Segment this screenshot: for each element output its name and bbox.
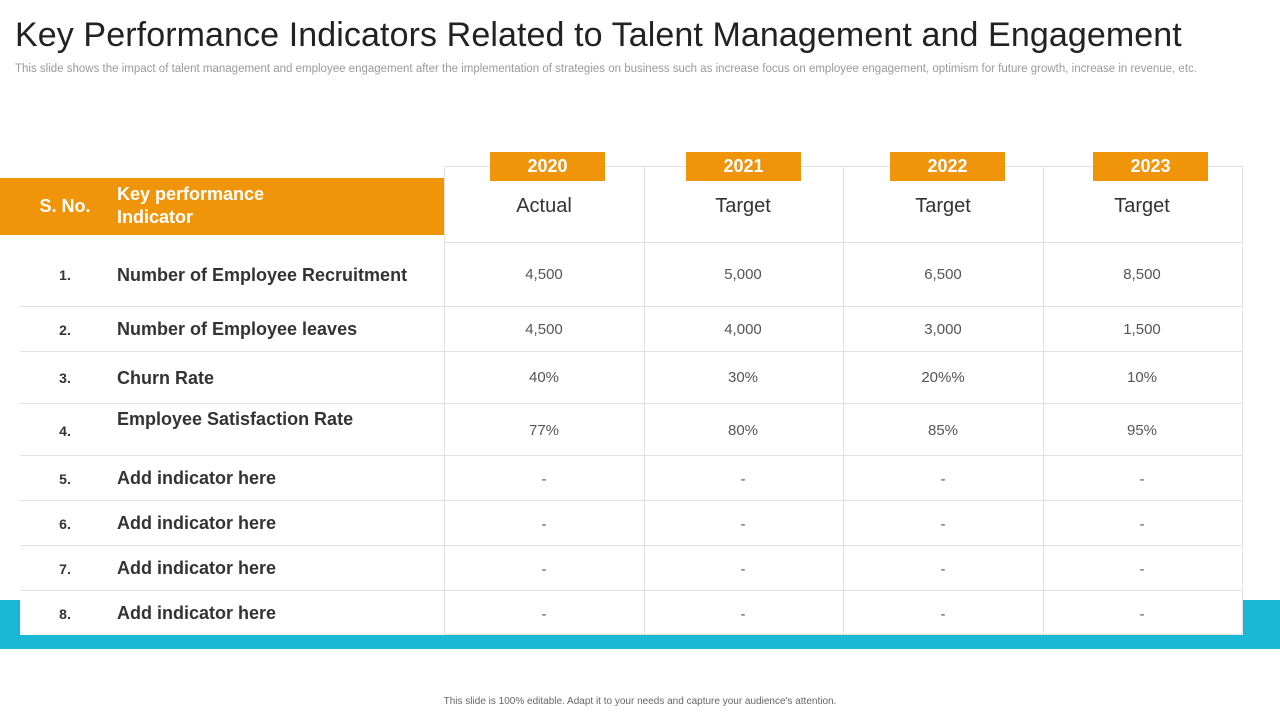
cell-value: - xyxy=(541,516,547,533)
cell-value: - xyxy=(541,606,547,623)
row-divider xyxy=(20,403,1243,404)
row-divider xyxy=(20,455,1243,456)
table-header-bar xyxy=(0,178,444,235)
year-badge-2023: 2023 xyxy=(1093,152,1208,181)
cell-value: 10% xyxy=(1126,369,1158,386)
cell-value: - xyxy=(740,516,746,533)
header-kpi: Key performance Indicator xyxy=(117,184,265,227)
cell-value: 30% xyxy=(727,369,759,386)
row-serial-number: 7. xyxy=(59,561,71,577)
row-serial-number: 6. xyxy=(59,516,71,532)
column-divider xyxy=(1043,166,1044,635)
row-divider xyxy=(20,545,1243,546)
cell-value: 4,500 xyxy=(525,266,563,283)
cell-value: - xyxy=(1139,606,1145,623)
header-serial-number: S. No. xyxy=(39,196,91,216)
cell-value: - xyxy=(940,471,946,488)
cell-value: - xyxy=(541,561,547,578)
row-serial-number: 3. xyxy=(59,370,71,386)
cell-value: 5,000 xyxy=(724,266,762,283)
cell-value: 4,000 xyxy=(724,321,762,338)
row-divider xyxy=(20,590,1243,591)
cell-value: - xyxy=(740,471,746,488)
row-kpi-label: Number of Employee Recruitment xyxy=(117,265,408,285)
column-divider xyxy=(644,166,645,635)
cell-value: 4,500 xyxy=(525,321,563,338)
cell-value: - xyxy=(1139,561,1145,578)
row-kpi-label: Add indicator here xyxy=(117,468,277,488)
row-serial-number: 4. xyxy=(59,423,71,439)
row-serial-number: 2. xyxy=(59,322,71,338)
year-badge-2021: 2021 xyxy=(686,152,801,181)
cell-value: 8,500 xyxy=(1123,266,1161,283)
row-kpi-label: Number of Employee leaves xyxy=(117,319,358,339)
row-kpi-label: Employee Satisfaction Rate xyxy=(117,409,354,429)
year-badge-2020: 2020 xyxy=(490,152,605,181)
cell-value: - xyxy=(1139,516,1145,533)
cell-value: 85% xyxy=(927,422,959,439)
row-serial-number: 8. xyxy=(59,606,71,622)
cell-value: - xyxy=(940,561,946,578)
row-serial-number: 1. xyxy=(59,267,71,283)
row-kpi-label: Add indicator here xyxy=(117,603,277,623)
cell-value: - xyxy=(940,606,946,623)
cell-value: - xyxy=(740,606,746,623)
page-title: Key Performance Indicators Related to Ta… xyxy=(15,16,1182,54)
cell-value: 77% xyxy=(528,422,560,439)
column-kind-2020: Actual xyxy=(516,195,572,217)
cell-value: 95% xyxy=(1126,422,1158,439)
column-kind-2021: Target xyxy=(715,195,771,217)
cell-value: 80% xyxy=(727,422,759,439)
cell-value: 40% xyxy=(528,369,560,386)
row-kpi-label: Churn Rate xyxy=(117,368,215,388)
row-kpi-label: Add indicator here xyxy=(117,558,277,578)
row-serial-number: 5. xyxy=(59,471,71,487)
footer-note: This slide is 100% editable. Adapt it to… xyxy=(443,696,837,707)
year-badge-2022: 2022 xyxy=(890,152,1005,181)
cell-value: - xyxy=(740,561,746,578)
column-divider xyxy=(843,166,844,635)
cell-value: 20%% xyxy=(921,369,965,386)
row-divider xyxy=(20,500,1243,501)
row-divider xyxy=(20,351,1243,352)
cell-value: - xyxy=(940,516,946,533)
page-subtitle: This slide shows the impact of talent ma… xyxy=(15,63,1197,75)
cell-value: - xyxy=(1139,471,1145,488)
row-divider xyxy=(444,242,1243,243)
cell-value: 3,000 xyxy=(924,321,962,338)
table-panel xyxy=(20,235,1243,635)
column-kind-2022: Target xyxy=(915,195,971,217)
row-divider xyxy=(20,306,1243,307)
cell-value: 6,500 xyxy=(924,266,962,283)
column-kind-2023: Target xyxy=(1114,195,1170,217)
cell-value: 1,500 xyxy=(1123,321,1161,338)
row-kpi-label: Add indicator here xyxy=(117,513,277,533)
cell-value: - xyxy=(541,471,547,488)
